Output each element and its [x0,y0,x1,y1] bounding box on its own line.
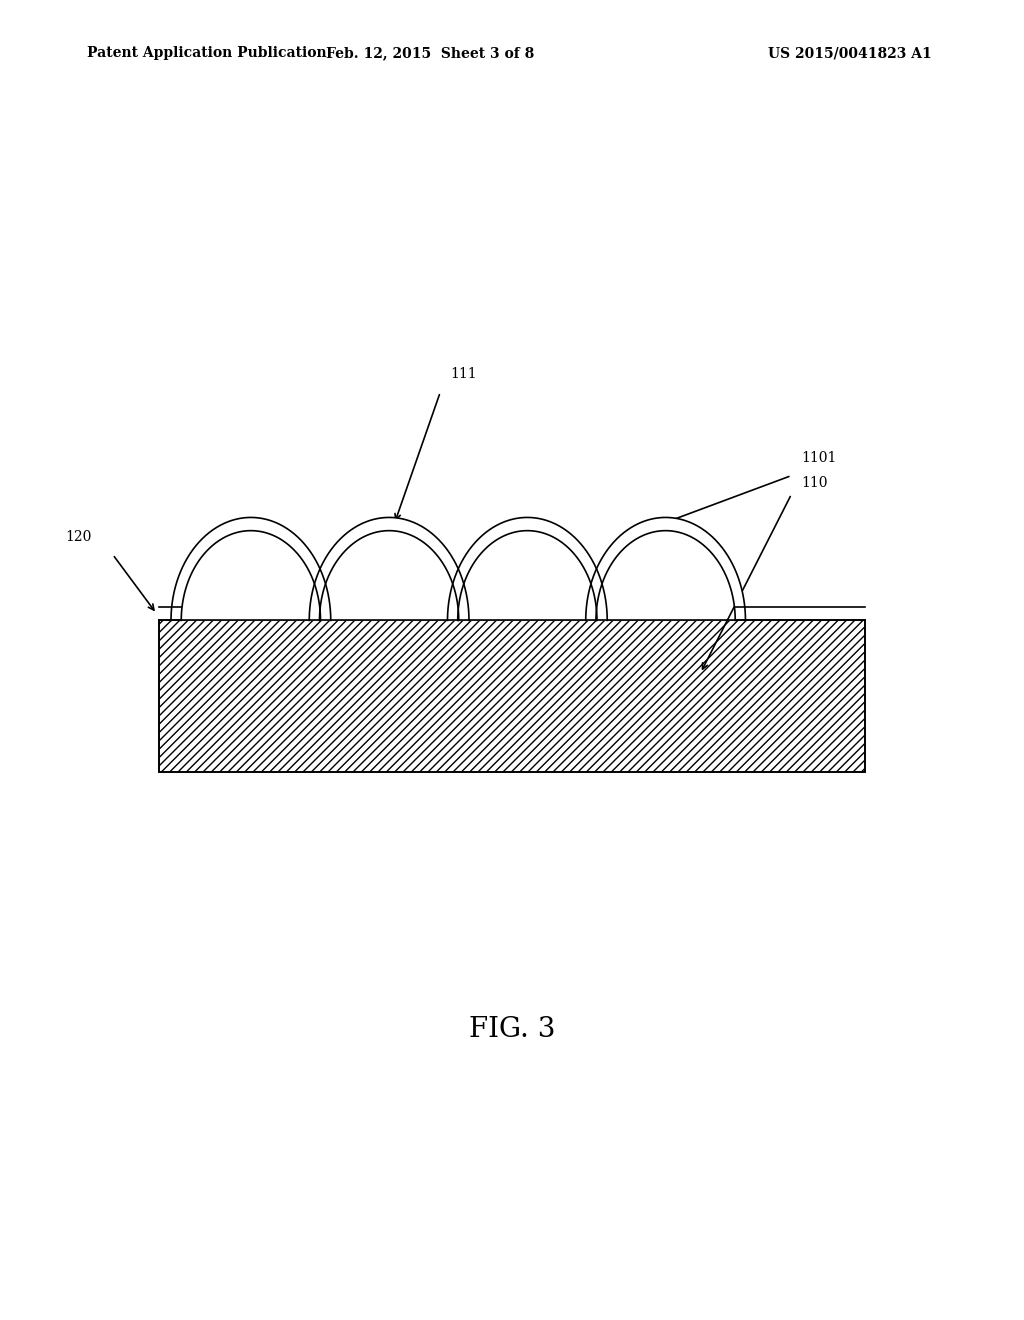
Polygon shape [458,531,597,620]
Polygon shape [447,517,607,620]
Polygon shape [171,517,331,620]
Bar [159,620,865,772]
Polygon shape [586,517,745,620]
Bar [159,607,181,620]
Text: 110: 110 [802,477,828,490]
Bar [735,607,865,620]
Polygon shape [181,531,321,620]
Bar [159,620,865,772]
Polygon shape [319,531,459,620]
Text: Feb. 12, 2015  Sheet 3 of 8: Feb. 12, 2015 Sheet 3 of 8 [326,46,535,61]
Polygon shape [596,531,735,620]
Text: FIG. 3: FIG. 3 [469,1016,555,1043]
Text: Patent Application Publication: Patent Application Publication [87,46,327,61]
Text: 120: 120 [66,529,92,544]
Polygon shape [309,517,469,620]
Text: US 2015/0041823 A1: US 2015/0041823 A1 [768,46,932,61]
Text: 1101: 1101 [802,451,838,465]
Text: 111: 111 [451,367,477,381]
